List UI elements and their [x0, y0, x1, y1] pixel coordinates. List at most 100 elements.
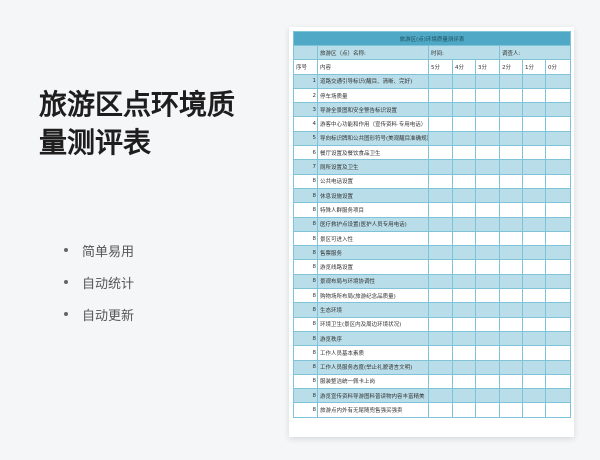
score-cell[interactable] — [428, 259, 453, 275]
score-cell[interactable] — [499, 288, 523, 304]
score-cell[interactable] — [499, 173, 523, 189]
score-cell[interactable] — [475, 230, 500, 247]
score-cell[interactable] — [544, 159, 572, 175]
score-cell[interactable] — [522, 187, 546, 204]
score-cell[interactable] — [428, 87, 453, 104]
score-cell[interactable] — [544, 102, 572, 118]
score-cell[interactable] — [452, 273, 476, 290]
score-cell[interactable] — [499, 259, 523, 275]
score-cell[interactable] — [544, 373, 572, 390]
score-cell[interactable] — [452, 230, 476, 247]
score-cell[interactable] — [522, 388, 546, 404]
score-cell[interactable] — [452, 187, 476, 204]
score-cell[interactable] — [522, 130, 546, 147]
score-cell[interactable] — [544, 345, 572, 361]
score-cell[interactable] — [544, 116, 572, 132]
score-cell[interactable] — [452, 359, 476, 375]
score-cell[interactable] — [544, 73, 572, 89]
score-cell[interactable] — [428, 402, 453, 418]
score-cell[interactable] — [499, 245, 523, 261]
score-cell[interactable] — [544, 130, 572, 147]
score-cell[interactable] — [544, 316, 572, 332]
score-cell[interactable] — [499, 345, 523, 361]
score-cell[interactable] — [475, 273, 500, 290]
score-cell[interactable] — [475, 245, 500, 261]
score-cell[interactable] — [428, 116, 453, 132]
score-cell[interactable] — [522, 73, 546, 89]
score-cell[interactable] — [499, 216, 523, 232]
score-cell[interactable] — [452, 330, 476, 347]
score-cell[interactable] — [499, 102, 523, 118]
score-cell[interactable] — [499, 316, 523, 332]
score-cell[interactable] — [428, 388, 453, 404]
score-cell[interactable] — [452, 216, 476, 232]
score-cell[interactable] — [522, 202, 546, 218]
score-cell[interactable] — [522, 216, 546, 232]
score-cell[interactable] — [428, 159, 453, 175]
score-cell[interactable] — [452, 388, 476, 404]
score-cell[interactable] — [499, 87, 523, 104]
score-cell[interactable] — [475, 130, 500, 147]
score-cell[interactable] — [499, 230, 523, 247]
score-cell[interactable] — [522, 359, 546, 375]
score-cell[interactable] — [544, 302, 572, 318]
score-cell[interactable] — [544, 259, 572, 275]
score-cell[interactable] — [475, 73, 500, 89]
score-cell[interactable] — [522, 330, 546, 347]
score-cell[interactable] — [475, 373, 500, 390]
score-cell[interactable] — [499, 73, 523, 89]
score-cell[interactable] — [522, 402, 546, 418]
score-cell[interactable] — [499, 202, 523, 218]
score-cell[interactable] — [499, 187, 523, 204]
score-cell[interactable] — [428, 373, 453, 390]
score-cell[interactable] — [522, 273, 546, 290]
score-cell[interactable] — [544, 87, 572, 104]
score-cell[interactable] — [428, 145, 453, 161]
score-cell[interactable] — [428, 245, 453, 261]
score-cell[interactable] — [452, 259, 476, 275]
score-cell[interactable] — [452, 302, 476, 318]
score-cell[interactable] — [475, 402, 500, 418]
score-cell[interactable] — [522, 173, 546, 189]
score-cell[interactable] — [428, 73, 453, 89]
score-cell[interactable] — [428, 230, 453, 247]
score-cell[interactable] — [452, 373, 476, 390]
score-cell[interactable] — [522, 373, 546, 390]
score-cell[interactable] — [475, 330, 500, 347]
score-cell[interactable] — [452, 245, 476, 261]
score-cell[interactable] — [428, 216, 453, 232]
score-cell[interactable] — [428, 173, 453, 189]
score-cell[interactable] — [452, 345, 476, 361]
score-cell[interactable] — [428, 288, 453, 304]
score-cell[interactable] — [499, 159, 523, 175]
score-cell[interactable] — [499, 402, 523, 418]
score-cell[interactable] — [428, 359, 453, 375]
score-cell[interactable] — [499, 130, 523, 147]
score-cell[interactable] — [428, 273, 453, 290]
score-cell[interactable] — [452, 116, 476, 132]
score-cell[interactable] — [522, 316, 546, 332]
score-cell[interactable] — [475, 116, 500, 132]
score-cell[interactable] — [544, 145, 572, 161]
score-cell[interactable] — [475, 145, 500, 161]
score-cell[interactable] — [544, 202, 572, 218]
score-cell[interactable] — [499, 373, 523, 390]
score-cell[interactable] — [499, 116, 523, 132]
score-cell[interactable] — [428, 187, 453, 204]
score-cell[interactable] — [428, 202, 453, 218]
score-cell[interactable] — [475, 216, 500, 232]
score-cell[interactable] — [544, 230, 572, 247]
score-cell[interactable] — [544, 288, 572, 304]
score-cell[interactable] — [428, 316, 453, 332]
score-cell[interactable] — [544, 359, 572, 375]
score-cell[interactable] — [475, 259, 500, 275]
score-cell[interactable] — [452, 402, 476, 418]
score-cell[interactable] — [499, 359, 523, 375]
score-cell[interactable] — [522, 87, 546, 104]
score-cell[interactable] — [475, 288, 500, 304]
score-cell[interactable] — [544, 216, 572, 232]
score-cell[interactable] — [428, 302, 453, 318]
score-cell[interactable] — [499, 145, 523, 161]
score-cell[interactable] — [544, 245, 572, 261]
score-cell[interactable] — [522, 145, 546, 161]
